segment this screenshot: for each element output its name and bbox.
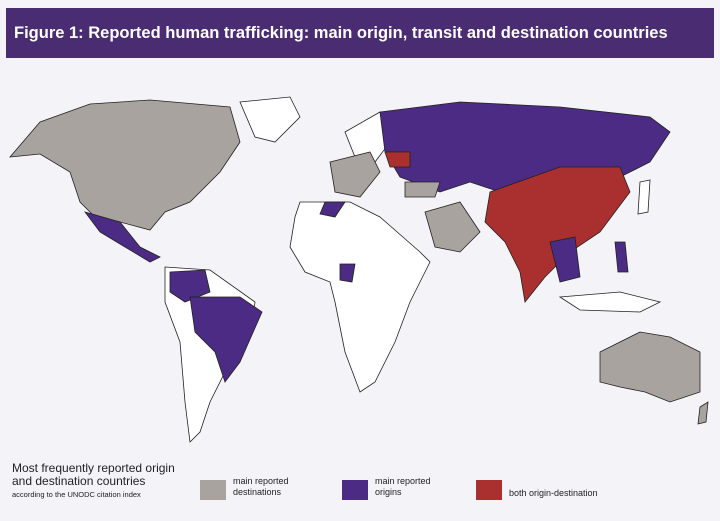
greenland <box>239 96 301 143</box>
ukraine-belarus <box>384 151 411 168</box>
southeast-asia <box>549 236 581 283</box>
indonesia <box>558 291 662 313</box>
nigeria <box>339 263 356 283</box>
western-europe <box>329 151 381 198</box>
legend-label: main reported destinations <box>233 476 289 497</box>
legend-title: Most frequently reported origin and dest… <box>12 461 175 488</box>
australia <box>599 331 701 403</box>
title: Figure 1: Reported human trafficking: ma… <box>14 24 668 42</box>
russia <box>379 101 671 193</box>
scandinavia <box>344 111 391 163</box>
legend-label: both origin-destination <box>509 488 598 498</box>
legend-subtitle: according to the UNODC citation index <box>12 490 141 499</box>
north-america <box>9 99 241 231</box>
legend-swatch <box>200 480 226 500</box>
china-india <box>484 166 631 303</box>
legend-label: main reported origins <box>375 476 431 497</box>
morocco <box>319 201 346 218</box>
central-america <box>83 211 161 263</box>
world-map <box>9 96 709 443</box>
new-zealand <box>697 401 709 425</box>
turkey <box>404 181 441 198</box>
philippines <box>614 241 629 273</box>
japan <box>637 179 651 215</box>
title-bar: Figure 1: Reported human trafficking: ma… <box>6 8 714 58</box>
africa <box>289 201 431 393</box>
brazil <box>189 296 263 383</box>
saudi-arabia <box>424 201 481 253</box>
legend-swatch <box>476 480 502 500</box>
legend-swatch <box>342 480 368 500</box>
